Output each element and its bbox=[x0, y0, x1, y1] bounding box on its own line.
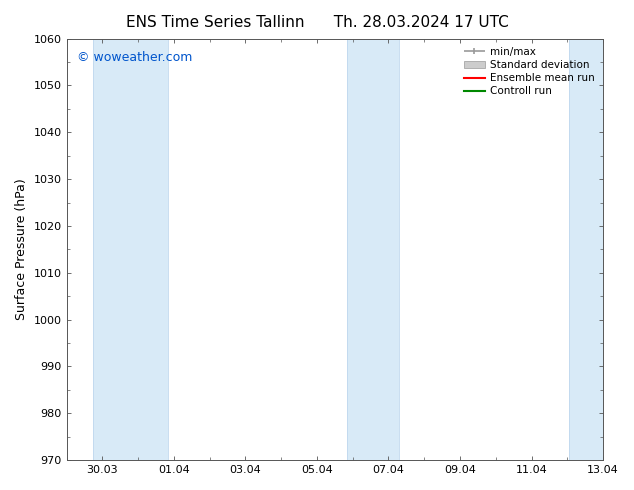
Text: © woweather.com: © woweather.com bbox=[77, 51, 193, 64]
Bar bbox=[569, 39, 621, 460]
Bar bbox=[347, 39, 399, 460]
Text: ENS Time Series Tallinn      Th. 28.03.2024 17 UTC: ENS Time Series Tallinn Th. 28.03.2024 1… bbox=[126, 15, 508, 30]
Y-axis label: Surface Pressure (hPa): Surface Pressure (hPa) bbox=[15, 178, 28, 320]
Legend: min/max, Standard deviation, Ensemble mean run, Controll run: min/max, Standard deviation, Ensemble me… bbox=[461, 44, 598, 99]
Bar bbox=[93, 39, 169, 460]
